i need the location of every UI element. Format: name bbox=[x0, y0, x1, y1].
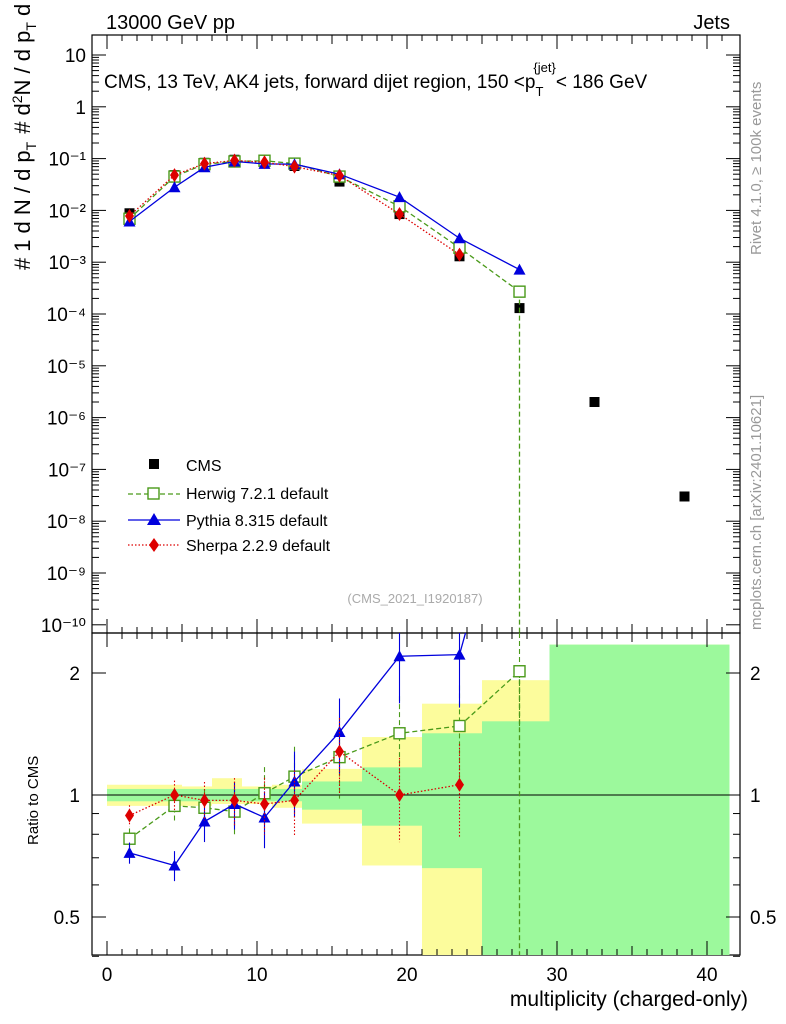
herwig-ratio-point bbox=[453, 719, 466, 733]
sherpa-point bbox=[125, 208, 134, 223]
herwig-ratio-point bbox=[513, 665, 526, 678]
ratio-uncertainty-bands bbox=[92, 644, 740, 955]
sherpa-ratio-point bbox=[170, 788, 179, 802]
ratio-y-tick-label-right: 1 bbox=[750, 786, 761, 807]
rivet-version: Rivet 4.1.0, ≥ 100k events bbox=[748, 82, 765, 255]
sherpa-line bbox=[129, 159, 460, 256]
ratio-y-tick-label-left: 2 bbox=[69, 664, 80, 685]
x-tick-label: 0 bbox=[102, 965, 113, 986]
band-inner-10 bbox=[549, 644, 730, 955]
y-tick-label: 10⁻⁸ bbox=[47, 512, 86, 533]
legend-pythia-marker bbox=[147, 513, 161, 525]
sherpa-point bbox=[260, 155, 269, 170]
herwig-ratio-point bbox=[393, 727, 406, 740]
sherpa-point bbox=[335, 168, 344, 183]
legend-herwig-marker bbox=[147, 487, 160, 500]
y-tick-label: 1 bbox=[75, 98, 86, 119]
y-axis-label: #1d N / d pT#d2N / d pT d λ bbox=[9, 0, 39, 270]
ratio-y-tick-label-right: 0.5 bbox=[750, 908, 776, 929]
pythia-point bbox=[453, 232, 466, 244]
cms-point bbox=[679, 491, 690, 502]
ratio-y-tick-label-left: 1 bbox=[69, 786, 80, 807]
y-tick-label: 10⁻⁴ bbox=[47, 305, 86, 326]
y-tick-label: 10⁻¹ bbox=[49, 150, 87, 171]
y-tick-label: 10 bbox=[65, 46, 86, 67]
pythia-ratio-point bbox=[393, 650, 406, 662]
legend-herwig: Herwig 7.2.1 default bbox=[186, 486, 329, 503]
beam-label: 13000 GeV pp bbox=[106, 12, 235, 34]
band-inner-9 bbox=[482, 721, 550, 955]
sherpa-ratio-point bbox=[125, 808, 134, 823]
sherpa-point bbox=[455, 247, 464, 262]
ratio-axis-label: Ratio to CMS bbox=[25, 756, 42, 845]
sherpa-ratio-point bbox=[230, 793, 239, 808]
ratio-y-tick-label-left: 0.5 bbox=[54, 908, 80, 929]
axes: 0 10 20 30 40 10 1 10⁻¹ 10⁻² 10⁻³ 10⁻⁴ 10⁻⁵ 10⁻⁶ 10⁻⁷… bbox=[41, 35, 776, 986]
legend-pythia: Pythia 8.315 default bbox=[186, 513, 328, 530]
y-tick-label: 10⁻³ bbox=[49, 253, 87, 274]
sherpa-ratio-point bbox=[200, 793, 209, 808]
band-inner-7 bbox=[362, 767, 422, 826]
main-title-sup: {jet} bbox=[533, 60, 556, 75]
sherpa-point bbox=[290, 159, 299, 174]
x-tick-label: 30 bbox=[546, 965, 567, 986]
main-series bbox=[123, 153, 690, 633]
y-tick-label: 10⁻² bbox=[49, 201, 87, 222]
main-title-tail: < 186 GeV bbox=[556, 72, 648, 93]
y-tick-label: 10⁻⁷ bbox=[48, 460, 86, 481]
x-tick-label: 40 bbox=[696, 965, 717, 986]
cms-point bbox=[589, 397, 600, 408]
y-tick-label: 10⁻⁹ bbox=[47, 564, 86, 585]
legend-cms-marker bbox=[149, 459, 159, 469]
herwig-point bbox=[513, 285, 526, 298]
mcplots-reference: mcplots.cern.ch [arXiv:2401.10621] bbox=[748, 395, 765, 630]
sherpa-ratio-point bbox=[290, 793, 299, 808]
pythia-ratio-point bbox=[453, 648, 466, 660]
band-inner-8 bbox=[422, 733, 482, 869]
sherpa-ratio-point bbox=[395, 788, 404, 802]
sherpa-point bbox=[395, 207, 404, 222]
sherpa-point bbox=[230, 153, 239, 168]
herwig-line bbox=[129, 160, 520, 293]
pythia-ratio-point bbox=[333, 726, 346, 738]
ratio-y-tick-label-right: 2 bbox=[750, 664, 761, 685]
sherpa-ratio-point bbox=[335, 744, 344, 759]
main-title-sub: T bbox=[535, 84, 543, 99]
y-tick-label: 10⁻⁵ bbox=[47, 357, 86, 378]
y-axis-label-text: #1d N / d pT#d2N / d pT d λ bbox=[9, 0, 39, 270]
y-tick-label: 10⁻¹⁰ bbox=[41, 616, 86, 637]
pythia-ratio-point bbox=[123, 846, 136, 858]
ratio-plot-frame bbox=[91, 632, 741, 956]
band-inner-6 bbox=[302, 781, 362, 810]
sherpa-ratio-point bbox=[260, 797, 269, 812]
category-label: Jets bbox=[693, 12, 730, 34]
herwig-ratio-line bbox=[129, 670, 520, 840]
pythia-ratio-point bbox=[288, 775, 301, 787]
x-tick-label: 20 bbox=[396, 965, 417, 986]
legend-sherpa-marker bbox=[149, 538, 159, 552]
ratio-series bbox=[123, 632, 526, 955]
main-title-text: CMS, 13 TeV, AK4 jets, forward dijet reg… bbox=[104, 72, 535, 93]
y-tick-label: 10⁻⁶ bbox=[47, 409, 86, 430]
main-title: CMS, 13 TeV, AK4 jets, forward dijet reg… bbox=[104, 60, 648, 99]
pythia-ratio-point bbox=[168, 859, 181, 871]
x-tick-label: 10 bbox=[246, 965, 267, 986]
pythia-point bbox=[513, 263, 526, 275]
sherpa-point bbox=[170, 168, 179, 183]
analysis-id: (CMS_2021_I1920187) bbox=[347, 591, 482, 606]
sherpa-point bbox=[200, 156, 209, 171]
legend-sherpa: Sherpa 2.2.9 default bbox=[186, 538, 331, 555]
pythia-point bbox=[168, 181, 181, 193]
legend: CMS Herwig 7.2.1 default Pythia 8.315 de… bbox=[128, 458, 331, 555]
pythia-point bbox=[393, 191, 406, 203]
legend-cms: CMS bbox=[186, 458, 222, 475]
sherpa-ratio-point bbox=[455, 777, 464, 792]
pythia-ratio-point bbox=[198, 815, 211, 827]
x-axis-title: multiplicity (charged-only) bbox=[510, 988, 748, 1011]
